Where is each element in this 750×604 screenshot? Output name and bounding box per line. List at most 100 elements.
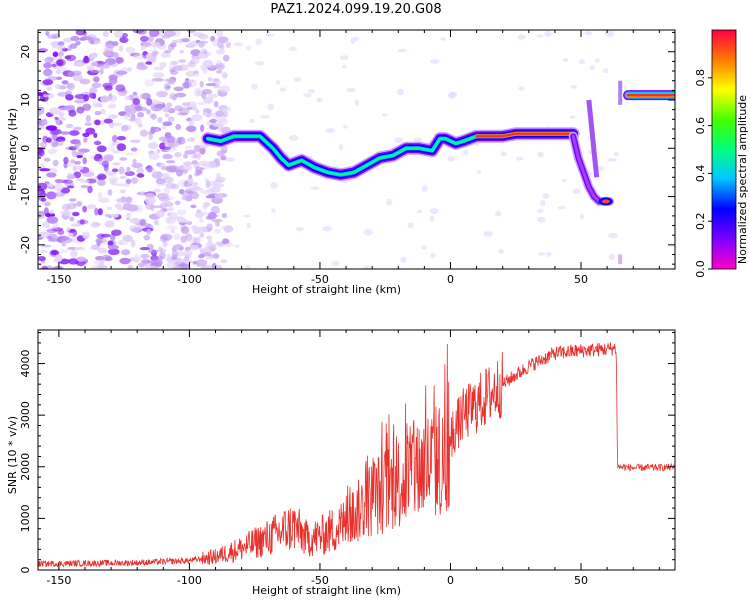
- colorbar: 0.0 0.2 0.4 0.6 0.8 Normalized spectral ampli…: [694, 29, 749, 278]
- noise-blob: [119, 257, 131, 265]
- noise-blob: [163, 30, 176, 37]
- noise-blob: [150, 113, 157, 120]
- noise-blob: [111, 122, 123, 126]
- noise-blob: [100, 108, 106, 115]
- noise-blob: [41, 118, 48, 126]
- noise-blob: [97, 191, 103, 199]
- noise-blob: [186, 236, 197, 243]
- noise-blob: [176, 137, 183, 144]
- noise-blob: [99, 174, 107, 180]
- noise-blob: [93, 76, 100, 83]
- noise-blob: [101, 254, 112, 261]
- noise-blob: [159, 235, 168, 243]
- noise-blob: [139, 218, 147, 227]
- noise-blob: [51, 227, 64, 232]
- noise-blob: [293, 77, 302, 83]
- noise-blob: [82, 31, 88, 37]
- noise-blob: [202, 67, 208, 74]
- noise-blob: [218, 85, 231, 93]
- noise-blob: [160, 52, 171, 58]
- noise-blob: [608, 253, 615, 260]
- noise-blob: [56, 179, 69, 184]
- noise-blob: [122, 234, 133, 243]
- noise-blob: [126, 204, 139, 212]
- noise-blob: [180, 226, 190, 234]
- noise-blob: [48, 148, 57, 155]
- noise-blob: [233, 42, 244, 47]
- noise-blob: [90, 53, 97, 59]
- noise-blob: [141, 258, 148, 266]
- noise-blob: [131, 162, 143, 169]
- noise-blob: [186, 125, 197, 133]
- noise-blob: [145, 196, 156, 205]
- noise-blob: [60, 131, 70, 135]
- noise-blob: [67, 185, 75, 189]
- noise-blob: [74, 247, 86, 251]
- noise-blob: [156, 162, 165, 168]
- noise-blob: [175, 38, 184, 44]
- noise-blob: [191, 104, 197, 111]
- noise-blob: [166, 225, 178, 230]
- noise-blob: [52, 51, 59, 58]
- noise-blob: [114, 203, 122, 209]
- noise-blob: [203, 144, 209, 148]
- noise-blob: [146, 165, 153, 173]
- noise-blob: [109, 178, 117, 186]
- noise-blob: [45, 125, 58, 131]
- noise-blob: [94, 119, 101, 126]
- noise-blob: [127, 107, 137, 114]
- noise-blob: [216, 30, 223, 38]
- noise-blob: [386, 198, 393, 206]
- noise-blob: [55, 69, 61, 75]
- noise-blob: [205, 256, 216, 260]
- noise-blob: [43, 62, 52, 69]
- noise-blob: [126, 166, 131, 173]
- noise-blob: [97, 197, 110, 203]
- noise-blob: [116, 136, 126, 141]
- noise-blob: [152, 72, 165, 78]
- noise-blob: [191, 160, 198, 165]
- noise-blob: [594, 58, 600, 63]
- noise-blob: [246, 45, 251, 51]
- noise-blob: [206, 241, 215, 245]
- noise-blob: [91, 82, 102, 89]
- noise-blob: [331, 260, 340, 267]
- noise-blob: [201, 162, 208, 166]
- noise-blob: [139, 190, 144, 196]
- noise-blob: [48, 226, 58, 230]
- noise-blob: [172, 65, 183, 72]
- noise-blob: [279, 87, 287, 92]
- noise-blob: [74, 161, 81, 165]
- colorbar-gradient: [711, 29, 737, 270]
- noise-blob: [430, 59, 440, 64]
- noise-blob: [127, 265, 134, 269]
- noise-blob: [97, 61, 106, 65]
- noise-blob: [119, 37, 129, 43]
- colorbar-tick-label: 0.6: [694, 117, 707, 135]
- noise-blob: [205, 83, 217, 87]
- noise-blob: [195, 236, 201, 244]
- noise-blob: [193, 144, 201, 152]
- noise-blob: [175, 123, 182, 131]
- noise-blob: [69, 198, 77, 202]
- noise-blob: [191, 186, 202, 192]
- noise-blob: [74, 140, 82, 147]
- noise-blob: [88, 92, 97, 99]
- noise-blob: [62, 179, 74, 184]
- noise-blob: [97, 263, 107, 269]
- noise-blob: [56, 188, 61, 196]
- noise-blob: [66, 226, 71, 232]
- noise-blob: [111, 229, 122, 236]
- noise-blob: [162, 176, 174, 184]
- noise-blob: [209, 118, 217, 124]
- noise-blob: [38, 210, 46, 217]
- noise-blob: [92, 222, 101, 227]
- x-tick-label: 50: [574, 574, 588, 587]
- noise-blob: [162, 240, 168, 248]
- noise-blob: [96, 241, 101, 247]
- noise-blob: [183, 153, 188, 159]
- noise-blob: [119, 157, 128, 161]
- noise-blob: [150, 258, 163, 266]
